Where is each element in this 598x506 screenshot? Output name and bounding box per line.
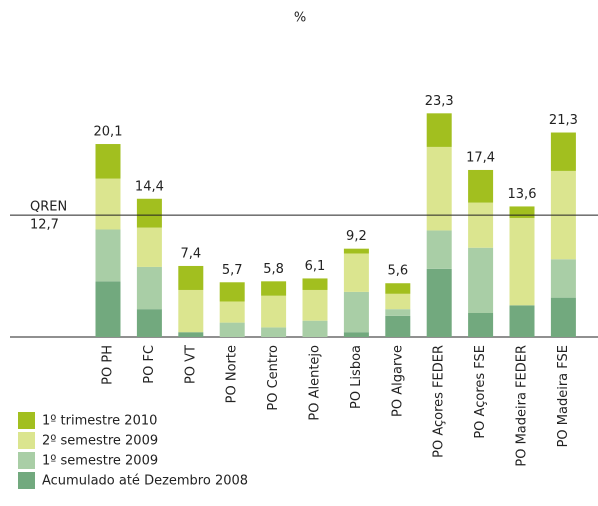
bar-segment <box>385 293 411 310</box>
x-tick-label: PO Centro <box>266 345 281 411</box>
chart-subtitle: % <box>294 11 306 26</box>
legend-swatch <box>18 432 35 449</box>
bar-segment <box>95 178 121 230</box>
total-label: 7,4 <box>180 246 201 261</box>
bar-segment <box>136 198 162 228</box>
reference-value-label: 12,7 <box>30 218 59 233</box>
bar-segment <box>426 113 452 147</box>
legend-swatch <box>18 412 35 429</box>
bar-segment <box>95 144 121 179</box>
bar-segment <box>343 332 369 337</box>
legend-swatch <box>18 472 35 489</box>
bar-segment <box>178 332 204 337</box>
bar-segment <box>136 309 162 337</box>
legend-swatch <box>18 452 35 469</box>
bar-segment <box>136 266 162 310</box>
total-label: 20,1 <box>94 125 123 140</box>
legend-label: 1º trimestre 2010 <box>42 414 157 429</box>
bar-segment <box>136 227 162 267</box>
total-label: 23,3 <box>425 94 454 109</box>
bar-segment <box>468 313 494 337</box>
bar-segment <box>261 327 287 337</box>
bar-segment <box>302 289 328 321</box>
x-tick-label: PO Norte <box>225 345 240 403</box>
legend-label: 1º semestre 2009 <box>42 454 158 469</box>
x-tick-label: PO Açores FSE <box>473 345 488 439</box>
x-tick-label: PO FC <box>142 345 157 384</box>
bar-segment <box>343 253 369 292</box>
bar-segment <box>219 301 245 323</box>
total-label: 5,6 <box>387 264 408 279</box>
bar-segment <box>426 146 452 231</box>
x-tick-label: PO VT <box>183 345 198 384</box>
bar-segment <box>95 281 121 337</box>
x-tick-label: PO PH <box>101 345 116 385</box>
bar-segment <box>343 248 369 254</box>
x-tick-label: PO Madeira FSE <box>556 345 571 447</box>
bar-segment <box>426 268 452 337</box>
legend-label: 2º semestre 2009 <box>42 434 158 449</box>
bar-segment <box>468 169 494 203</box>
bar-segment <box>468 202 494 248</box>
total-label: 17,4 <box>466 150 495 165</box>
bar-segment <box>261 295 287 328</box>
total-label: 13,6 <box>508 187 537 202</box>
bar-segment <box>261 281 287 296</box>
bar-segment <box>550 259 576 298</box>
bar-segment <box>509 206 535 218</box>
bar-segment <box>426 230 452 269</box>
total-label: 6,1 <box>305 259 326 274</box>
total-label: 5,7 <box>222 263 243 278</box>
bar-segment <box>385 315 411 337</box>
x-tick-label: PO Açores FEDER <box>432 345 447 458</box>
bar-segment <box>219 282 245 302</box>
bar-segment <box>95 229 121 282</box>
x-tick-label: PO Alentejo <box>308 345 323 421</box>
total-label: 5,8 <box>263 262 284 277</box>
x-tick-label: PO Algarve <box>390 345 405 417</box>
x-tick-label: PO Lisboa <box>349 345 364 409</box>
bar-segment <box>385 283 411 294</box>
x-tick-label: PO Madeira FEDER <box>515 345 530 467</box>
bar-segment <box>509 217 535 306</box>
bar-segment <box>302 320 328 337</box>
bar-segment <box>509 305 535 337</box>
bar-segment <box>385 309 411 316</box>
bar-segment <box>178 289 204 333</box>
bar-segment <box>178 265 204 290</box>
bar-segment <box>219 322 245 337</box>
bar-segment <box>468 247 494 313</box>
total-label: 9,2 <box>346 229 367 244</box>
bar-segment <box>343 291 369 333</box>
total-label: 14,4 <box>135 179 164 194</box>
bar-segment <box>550 297 576 337</box>
total-label: 21,3 <box>549 113 578 128</box>
reference-label: QREN <box>30 200 67 215</box>
bar-segment <box>550 132 576 171</box>
bar-segment <box>302 278 328 290</box>
legend-label: Acumulado até Dezembro 2008 <box>42 474 248 489</box>
